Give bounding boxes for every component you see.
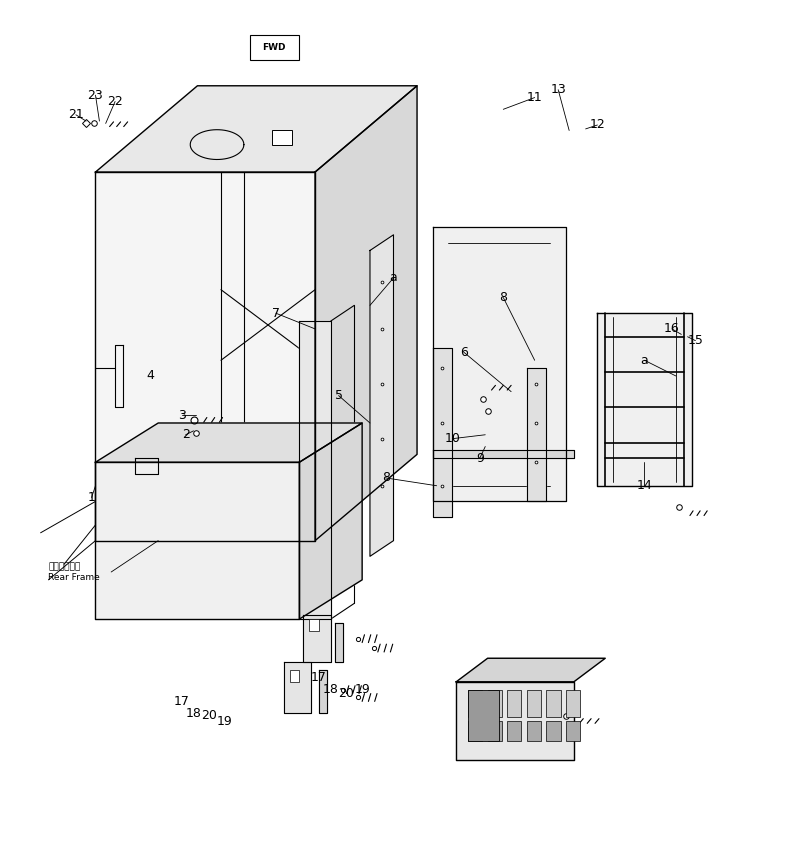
Text: 4: 4	[146, 370, 154, 382]
Bar	[546, 689, 560, 717]
Bar	[488, 689, 502, 717]
Polygon shape	[95, 85, 417, 172]
Text: 21: 21	[68, 108, 83, 121]
Text: 18: 18	[186, 706, 201, 720]
Text: 22: 22	[107, 95, 123, 108]
Text: 19: 19	[354, 683, 370, 696]
Bar	[566, 721, 580, 740]
Text: 8: 8	[499, 291, 508, 304]
Bar	[272, 130, 291, 145]
Text: 23: 23	[87, 89, 103, 102]
Polygon shape	[334, 623, 342, 662]
Polygon shape	[95, 462, 299, 619]
Text: 16: 16	[664, 322, 680, 335]
Text: 8: 8	[382, 471, 390, 485]
Polygon shape	[95, 172, 315, 541]
Bar	[527, 721, 541, 740]
Polygon shape	[303, 615, 331, 662]
Polygon shape	[135, 459, 158, 474]
Text: 2: 2	[182, 428, 190, 442]
Text: 19: 19	[217, 715, 233, 728]
Polygon shape	[433, 227, 566, 502]
Bar	[546, 721, 560, 740]
Polygon shape	[95, 423, 362, 462]
Bar	[309, 619, 319, 631]
Polygon shape	[283, 662, 311, 713]
Text: 12: 12	[589, 118, 605, 131]
Bar	[507, 721, 521, 740]
Text: 13: 13	[550, 83, 566, 96]
Bar	[290, 670, 299, 682]
Bar	[250, 35, 298, 60]
Text: FWD: FWD	[263, 43, 286, 52]
Polygon shape	[299, 423, 362, 619]
Text: リヤフレーム
Rear Frame: リヤフレーム Rear Frame	[49, 562, 100, 582]
Text: 17: 17	[311, 672, 327, 684]
Bar	[468, 721, 482, 740]
Bar	[488, 721, 502, 740]
Text: 9: 9	[476, 452, 484, 464]
Text: 10: 10	[445, 432, 460, 445]
Bar	[507, 689, 521, 717]
Text: 3: 3	[178, 409, 186, 421]
Text: 7: 7	[272, 307, 280, 320]
Polygon shape	[456, 658, 605, 682]
Polygon shape	[433, 349, 453, 517]
Text: 11: 11	[527, 91, 542, 104]
Text: a: a	[390, 272, 397, 284]
Polygon shape	[299, 321, 331, 619]
Text: 20: 20	[338, 687, 354, 700]
Text: 20: 20	[201, 709, 217, 722]
Polygon shape	[433, 450, 574, 459]
Text: 6: 6	[460, 346, 468, 359]
Text: 18: 18	[323, 683, 338, 696]
Polygon shape	[456, 682, 574, 761]
Text: 15: 15	[688, 334, 704, 347]
Bar	[468, 689, 482, 717]
Polygon shape	[319, 670, 327, 713]
Polygon shape	[315, 85, 417, 541]
Bar	[566, 689, 580, 717]
Text: 1: 1	[87, 491, 95, 504]
Text: a: a	[641, 354, 648, 367]
Bar	[468, 689, 500, 740]
Bar	[527, 689, 541, 717]
Polygon shape	[370, 235, 394, 557]
Text: 14: 14	[637, 479, 652, 492]
Polygon shape	[597, 313, 692, 486]
Text: 17: 17	[174, 695, 190, 708]
Text: 5: 5	[334, 389, 342, 402]
Polygon shape	[527, 368, 546, 502]
